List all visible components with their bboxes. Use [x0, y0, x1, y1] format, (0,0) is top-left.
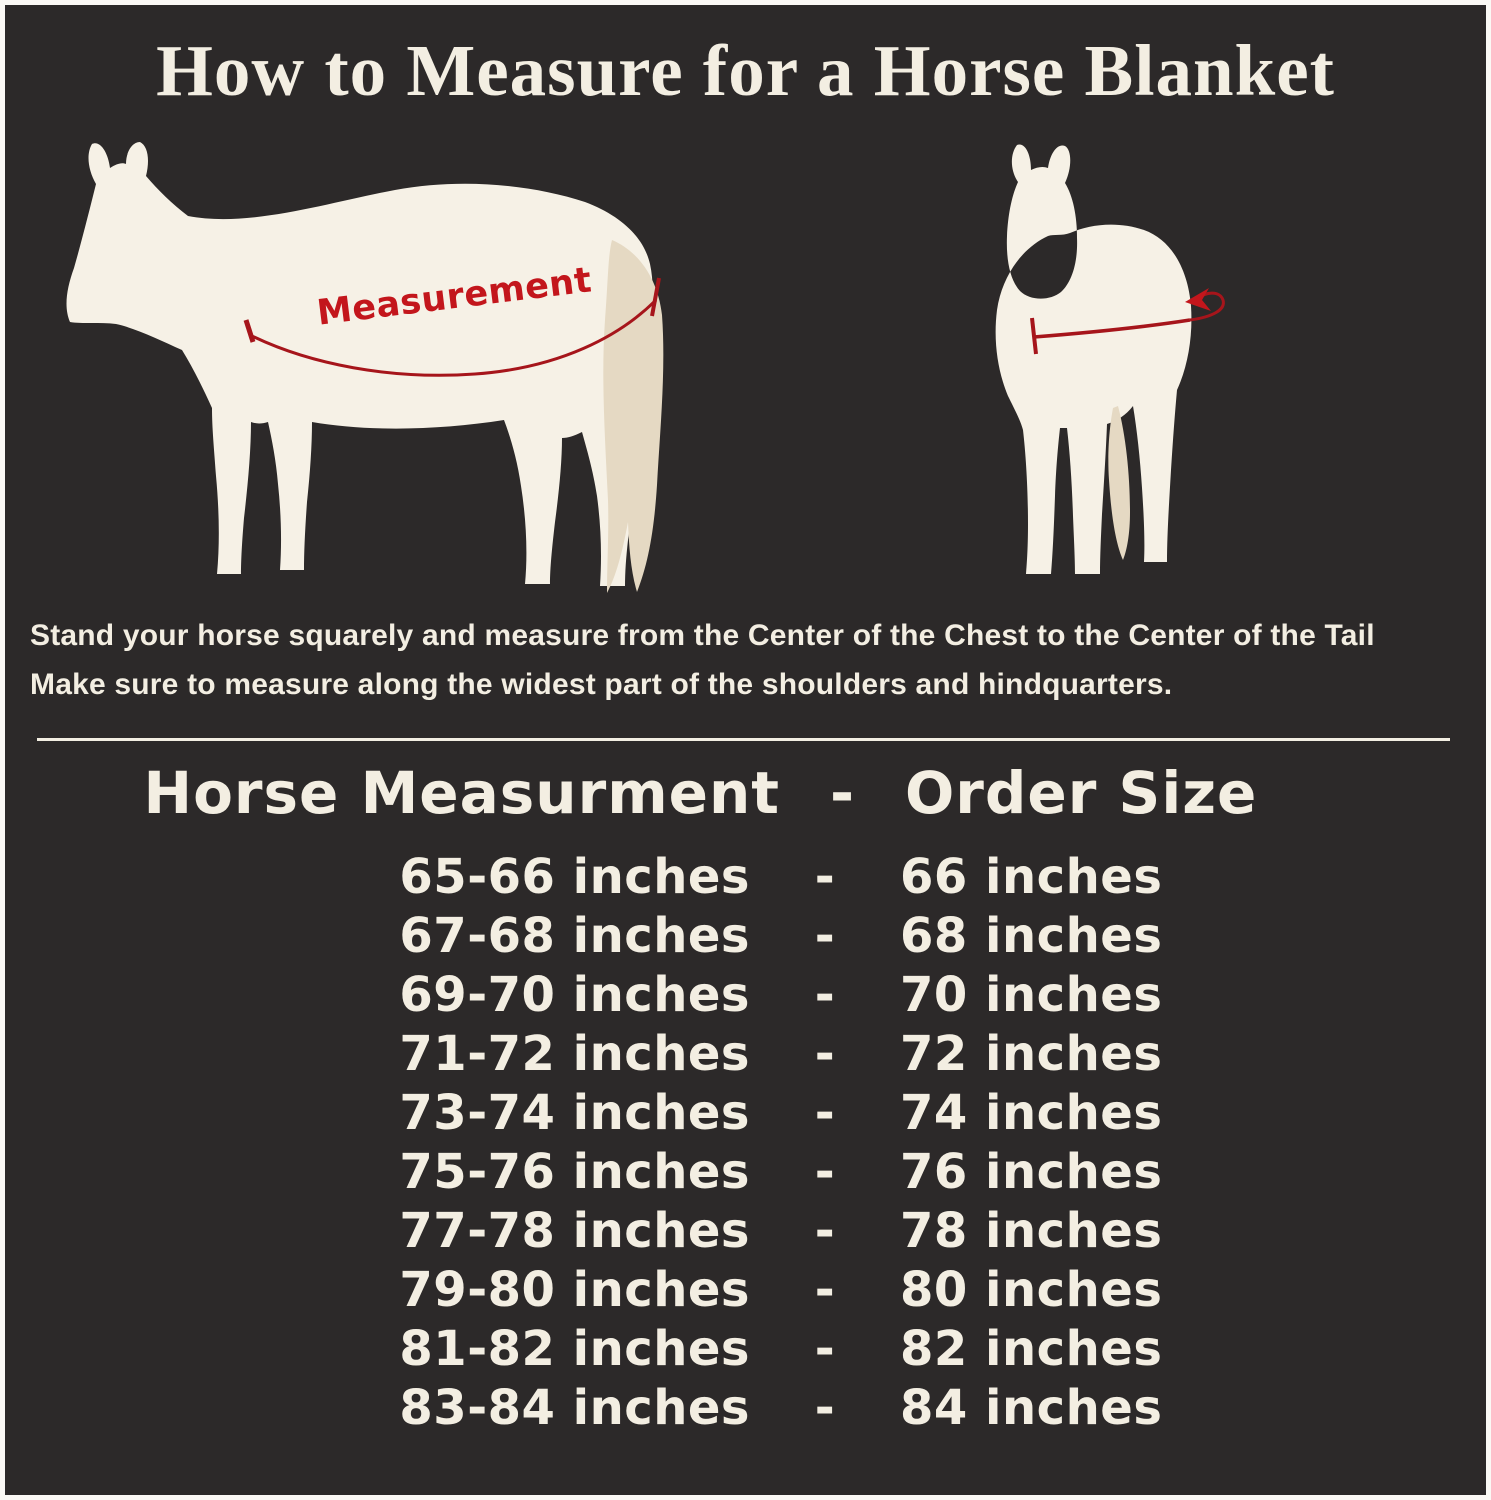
table-row: 81-82 inches - 82 inches [5, 1319, 1486, 1378]
order-size-cell: 82 inches [900, 1320, 1163, 1377]
table-row: 79-80 inches - 80 inches [5, 1260, 1486, 1319]
table-header: Horse Measurment - Order Size [5, 753, 1486, 833]
table-row: 77-78 inches - 78 inches [5, 1201, 1486, 1260]
row-separator: - [814, 966, 836, 1023]
order-size-cell: 76 inches [900, 1143, 1163, 1200]
table-row: 69-70 inches - 70 inches [5, 965, 1486, 1024]
header-measurement-col: Horse Measurment [143, 759, 780, 827]
measurement-cell: 65-66 inches [399, 848, 750, 905]
measurement-cell: 79-80 inches [399, 1261, 750, 1318]
measurement-cell: 73-74 inches [399, 1084, 750, 1141]
measurement-line [251, 298, 658, 377]
table-row: 83-84 inches - 84 inches [5, 1378, 1486, 1437]
header-separator: - [829, 759, 856, 827]
table-row: 73-74 inches - 74 inches [5, 1083, 1486, 1142]
order-size-cell: 70 inches [900, 966, 1163, 1023]
instruction-line-1: Stand your horse squarely and measure fr… [30, 619, 1375, 652]
measurement-cell: 69-70 inches [399, 966, 750, 1023]
front-horse-illustration [995, 144, 1225, 575]
order-size-cell: 80 inches [900, 1261, 1163, 1318]
order-size-cell: 74 inches [900, 1084, 1163, 1141]
side-horse-illustration: Measurement [66, 142, 664, 593]
measurement-loop [1189, 291, 1225, 322]
row-separator: - [814, 1084, 836, 1141]
table-row: 71-72 inches - 72 inches [5, 1024, 1486, 1083]
measurement-end-tick [650, 277, 661, 317]
measurement-cell: 81-82 inches [399, 1320, 750, 1377]
size-table: 65-66 inches - 66 inches 67-68 inches - … [5, 847, 1486, 1437]
measurement-start-tick [243, 319, 256, 343]
order-size-cell: 84 inches [900, 1379, 1163, 1436]
order-size-cell: 66 inches [900, 848, 1163, 905]
row-separator: - [814, 1320, 836, 1377]
row-separator: - [814, 907, 836, 964]
measurement-cell: 83-84 inches [399, 1379, 750, 1436]
arrowhead-icon [1185, 288, 1211, 311]
instruction-line-2: Make sure to measure along the widest pa… [30, 668, 1173, 701]
measurement-cell: 67-68 inches [399, 907, 750, 964]
row-separator: - [814, 1025, 836, 1082]
horse-body-silhouette [995, 144, 1192, 575]
table-row: 67-68 inches - 68 inches [5, 906, 1486, 965]
header-order-col: Order Size [905, 759, 1258, 827]
row-separator: - [814, 848, 836, 905]
horse-tail [1108, 406, 1130, 560]
table-row: 65-66 inches - 66 inches [5, 847, 1486, 906]
divider-line [37, 738, 1450, 741]
page-title: How to Measure for a Horse Blanket [156, 30, 1335, 111]
order-size-cell: 68 inches [900, 907, 1163, 964]
measurement-cell: 71-72 inches [399, 1025, 750, 1082]
order-size-cell: 78 inches [900, 1202, 1163, 1259]
table-row: 75-76 inches - 76 inches [5, 1142, 1486, 1201]
measurement-line [1033, 318, 1191, 339]
row-separator: - [814, 1202, 836, 1259]
measurement-cell: 77-78 inches [399, 1202, 750, 1259]
horse-body-silhouette [66, 142, 653, 586]
order-size-cell: 72 inches [900, 1025, 1163, 1082]
measurement-cell: 75-76 inches [399, 1143, 750, 1200]
row-separator: - [814, 1261, 836, 1318]
row-separator: - [814, 1379, 836, 1436]
row-separator: - [814, 1143, 836, 1200]
instruction-text: Stand your horse squarely and measure fr… [30, 611, 1470, 709]
